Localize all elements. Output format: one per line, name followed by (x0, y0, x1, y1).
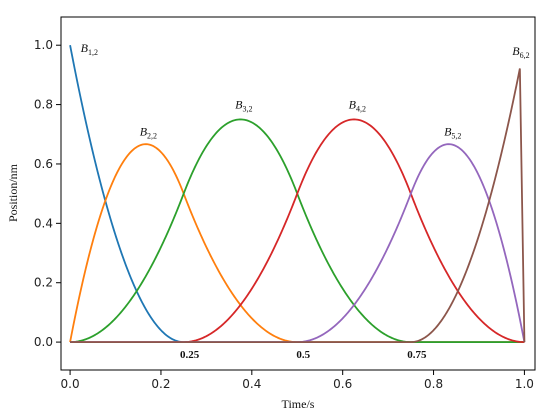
curve-label-base: B (349, 98, 357, 112)
curve-label-b6: B6,2 (512, 44, 529, 60)
x-tick-label: 0.2 (151, 377, 170, 391)
knot-annotation: 0.75 (407, 349, 427, 361)
x-tick-label: 1.0 (515, 377, 534, 391)
curve-label-base: B (140, 124, 148, 138)
curve-labels: B1,2B2,2B3,2 B4,2B5,2B6,2 (81, 41, 530, 140)
curve-label-b1: B1,2 (81, 41, 98, 57)
curves-group (69, 45, 526, 343)
x-tick-label: 0.6 (333, 377, 352, 391)
x-axis-label: Time/s (282, 397, 315, 411)
y-tick-label: 0.0 (34, 335, 53, 349)
x-ticks: 0.0 0.2 0.4 0.6 0.8 1.0 (61, 370, 534, 391)
y-tick-label: 1.0 (34, 38, 53, 52)
curve-label-subscript: 6,2 (520, 51, 530, 60)
curve-b5 (70, 143, 526, 343)
curve-label-subscript: 2,2 (147, 131, 157, 140)
knot-annotation: 0.25 (180, 349, 200, 361)
curve-b2 (69, 143, 525, 343)
y-tick-label: 0.8 (34, 98, 53, 112)
curve-b6 (70, 68, 526, 343)
curve-label-b3: B3,2 (235, 98, 252, 114)
x-tick-label: 0.4 (242, 377, 261, 391)
plot-frame (60, 16, 536, 371)
y-tick-label: 0.4 (34, 216, 53, 230)
x-tick-label: 0.0 (61, 377, 80, 391)
y-tick-label: 0.2 (34, 276, 53, 290)
curve-label-subscript: 3,2 (242, 105, 252, 114)
curve-label-base: B (235, 98, 243, 112)
curve-label-base: B (81, 41, 89, 55)
curve-label-base: B (512, 44, 520, 58)
knot-annotation: 0.5 (296, 349, 310, 361)
x-tick-label: 0.8 (424, 377, 443, 391)
y-axis-label: Position/nm (6, 163, 20, 222)
curve-label-subscript: 5,2 (451, 131, 461, 140)
curve-label-b2: B2,2 (140, 124, 157, 140)
curve-label-base: B (444, 124, 452, 138)
curve-b4 (70, 118, 525, 343)
y-ticks: 0.0 0.2 0.4 0.6 0.8 1.0 (34, 38, 61, 349)
knot-annotations: 0.25 0.5 0.75 (180, 349, 427, 361)
curve-b3 (70, 118, 525, 343)
curve-label-b5: B5,2 (444, 124, 461, 140)
y-tick-label: 0.6 (34, 157, 53, 171)
curve-label-subscript: 4,2 (356, 105, 366, 114)
curve-label-b4: B4,2 (349, 98, 366, 114)
curve-label-subscript: 1,2 (88, 48, 98, 57)
